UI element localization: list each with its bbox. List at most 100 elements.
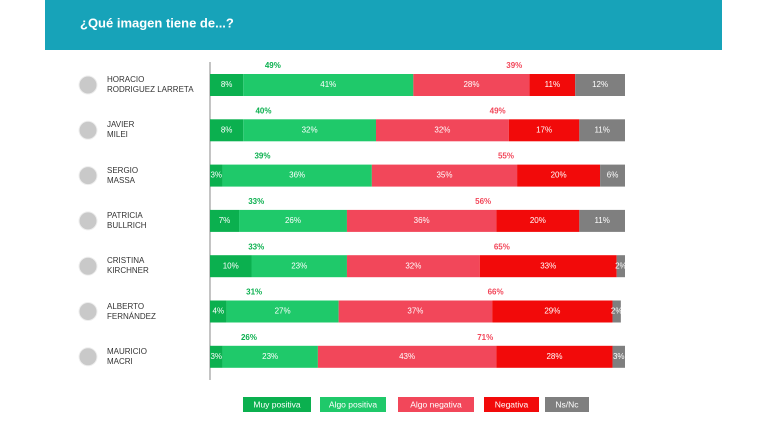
category-label: CRISTINA KIRCHNER — [107, 256, 149, 276]
value-label: 28% — [463, 80, 479, 89]
bar-segment — [210, 300, 227, 323]
positive-total: 33% — [248, 197, 264, 206]
bar-segment — [210, 164, 223, 187]
negative-total: 56% — [475, 197, 491, 206]
positive-total: 49% — [265, 61, 281, 70]
bar-segment — [210, 119, 244, 142]
legend-swatch — [320, 397, 386, 412]
bar-segment — [496, 209, 580, 232]
category-label: HORACIO RODRIGUEZ LARRETA — [107, 75, 194, 94]
negative-total: 65% — [494, 242, 510, 251]
header-bar — [45, 0, 722, 50]
value-label: 20% — [530, 216, 546, 225]
value-label: 20% — [551, 171, 567, 180]
legend-label: Muy positiva — [253, 399, 301, 409]
bar-segment — [479, 255, 617, 278]
bar-segment — [210, 209, 240, 232]
value-label: 32% — [405, 261, 421, 270]
avatar — [78, 75, 98, 95]
legend-swatch — [398, 397, 474, 412]
bar-segment — [210, 255, 252, 278]
value-label: 29% — [544, 307, 560, 316]
positive-total: 33% — [248, 242, 264, 251]
bar-segment — [612, 345, 625, 368]
category-label: PATRICIA BULLRICH — [107, 210, 147, 230]
negative-total: 49% — [490, 106, 506, 115]
negative-total: 66% — [488, 288, 504, 297]
value-label: 41% — [320, 80, 336, 89]
bar-segment — [376, 119, 509, 142]
value-label: 3% — [210, 352, 222, 361]
bar-segment — [222, 164, 372, 187]
bar-segment — [579, 119, 625, 142]
bar-segment — [616, 255, 625, 278]
negative-total: 55% — [498, 152, 514, 161]
value-label: 23% — [262, 352, 278, 361]
value-label: 36% — [414, 216, 430, 225]
avatar — [78, 347, 98, 367]
value-label: 43% — [399, 352, 415, 361]
value-label: 27% — [275, 307, 291, 316]
negative-total: 39% — [506, 61, 522, 70]
bar-segment — [251, 255, 347, 278]
legend-swatch — [484, 397, 539, 412]
bar-segment — [210, 74, 244, 96]
value-label: 3% — [210, 171, 222, 180]
value-label: 8% — [221, 80, 233, 89]
bar-segment — [612, 300, 621, 323]
bar-segment — [338, 300, 493, 323]
value-label: 2% — [611, 307, 623, 316]
legend-swatch — [243, 397, 311, 412]
positive-total: 26% — [241, 333, 257, 342]
value-label: 26% — [285, 216, 301, 225]
bar-segment — [317, 345, 497, 368]
bar-segment — [243, 119, 376, 142]
bar-segment — [346, 255, 480, 278]
positive-total: 31% — [246, 288, 262, 297]
avatar — [78, 256, 98, 276]
avatar — [78, 166, 98, 186]
bar-segment — [517, 164, 601, 187]
legend-label: Ns/Nc — [555, 399, 579, 409]
bar-segment — [508, 119, 580, 142]
negative-total: 71% — [477, 333, 493, 342]
category-label: SERGIO MASSA — [107, 165, 139, 185]
value-label: 37% — [407, 307, 423, 316]
bar-segment — [226, 300, 339, 323]
value-label: 32% — [434, 125, 450, 134]
category-label: ALBERTO FERNÁNDEZ — [107, 301, 156, 321]
legend-swatch — [545, 397, 589, 412]
bar-segment — [600, 164, 625, 187]
bar-segment — [371, 164, 518, 187]
value-label: 11% — [594, 125, 609, 134]
value-label: 12% — [592, 80, 608, 89]
positive-total: 39% — [254, 152, 270, 161]
avatar — [78, 120, 98, 140]
bar-segment — [579, 209, 625, 232]
bar-segment — [243, 74, 414, 96]
positive-total: 40% — [255, 106, 271, 115]
value-label: 17% — [536, 125, 552, 134]
bar-segment — [492, 300, 613, 323]
legend-label: Algo negativa — [410, 399, 462, 409]
value-label: 7% — [219, 216, 231, 225]
value-label: 2% — [615, 261, 627, 270]
bar-segment — [346, 209, 497, 232]
category-label: JAVIER MILEI — [107, 120, 135, 140]
value-label: 4% — [213, 307, 225, 316]
bar-segment — [413, 74, 530, 96]
value-label: 28% — [546, 352, 562, 361]
legend-label: Negativa — [495, 399, 529, 409]
bar-segment — [496, 345, 613, 368]
value-label: 8% — [221, 125, 233, 134]
value-label: 33% — [540, 261, 556, 270]
bar-segment — [239, 209, 347, 232]
value-label: 36% — [289, 171, 305, 180]
avatar — [78, 302, 98, 321]
legend-label: Algo positiva — [329, 399, 377, 409]
value-label: 3% — [613, 352, 625, 361]
bar-segment — [210, 345, 223, 368]
category-label: MAURICIO MACRI — [107, 346, 147, 366]
